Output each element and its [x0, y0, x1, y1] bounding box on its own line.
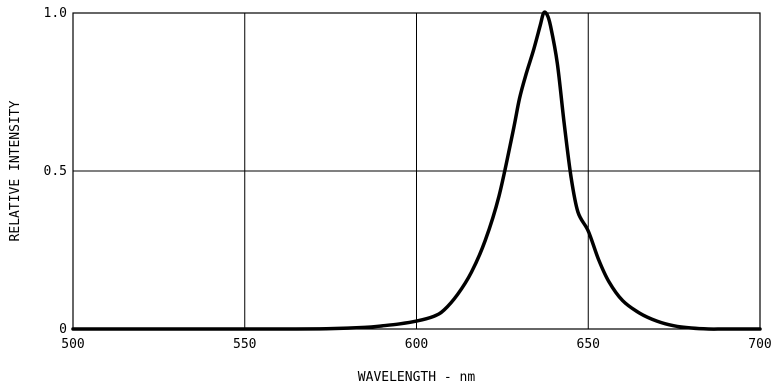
y-axis: 0 0.5 1.0 — [44, 6, 67, 337]
series-line — [71, 10, 762, 331]
plot-frame — [72, 12, 761, 330]
x-tick-label: 700 — [748, 337, 771, 352]
x-tick-label: 500 — [61, 337, 84, 352]
y-tick-label: 0.5 — [44, 164, 67, 179]
y-axis-title: RELATIVE INTENSITY — [8, 100, 23, 241]
series-layer — [71, 10, 762, 331]
y-tick-label: 0 — [59, 322, 67, 337]
x-tick-label: 650 — [577, 337, 600, 352]
x-tick-label: 600 — [405, 337, 428, 352]
y-tick-label: 1.0 — [44, 6, 67, 21]
x-axis-title: WAVELENGTH - nm — [358, 370, 476, 385]
grid — [73, 13, 760, 329]
x-axis: 500 550 600 650 700 — [61, 337, 771, 352]
x-tick-label: 550 — [233, 337, 256, 352]
